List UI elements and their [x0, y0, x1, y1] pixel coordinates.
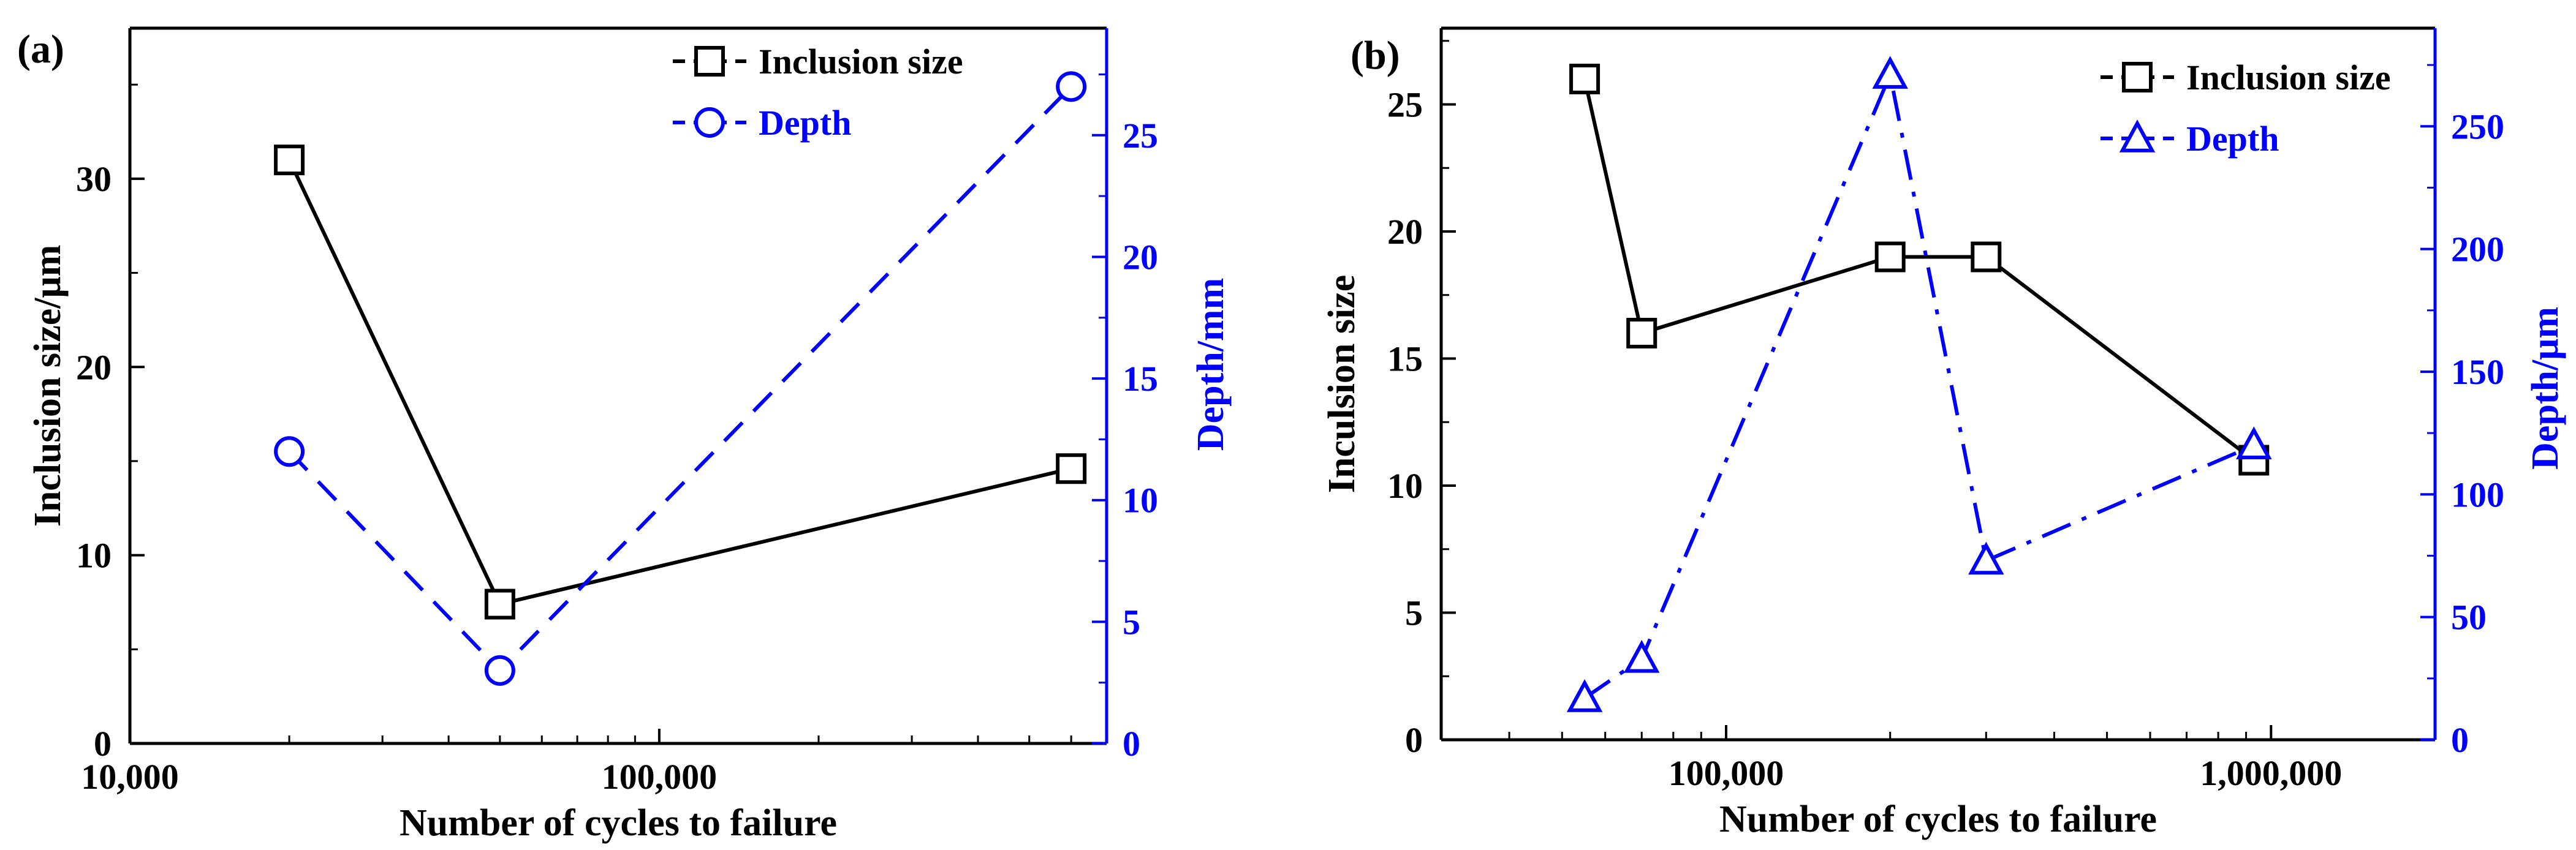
chart-panel-a: (a) 10,000 100,000 0 10 20 30 0 5 10 15 20 25 Number …	[17, 26, 1232, 844]
y-left-axis-title: Inclusion size/μm	[27, 245, 69, 527]
data-point-square	[1626, 318, 1657, 348]
y-left-axis-title: Inculsion size	[1321, 275, 1363, 494]
legend-marker-triangle	[2119, 119, 2156, 152]
y-right-axis-title: Depth/mm	[1190, 278, 1232, 451]
series-line-square	[1583, 78, 2256, 462]
y-right-tick-label: 5	[1123, 602, 1140, 642]
series-line-triangle	[1583, 68, 2255, 700]
y-right-tick-label: 50	[2451, 598, 2487, 638]
data-point-square	[1971, 241, 2002, 273]
y-left-tick-label: 30	[76, 159, 112, 199]
series-line-circle	[287, 85, 1073, 674]
y-left-tick-label: 10	[1387, 466, 1423, 506]
y-right-tick-label: 100	[2451, 475, 2504, 514]
data-point-square	[1056, 453, 1087, 484]
legend-marker-square	[2122, 62, 2153, 92]
y-right-tick-label: 200	[2451, 230, 2504, 269]
y-left-tick-label: 0	[1405, 720, 1423, 760]
y-right-tick-label: 15	[1123, 359, 1158, 399]
y-left-tick-label: 10	[76, 536, 112, 576]
data-point-triangle	[1968, 541, 2004, 575]
data-point-circle	[1056, 71, 1087, 102]
y-right-tick-label: 250	[2451, 107, 2504, 146]
legend-marker-circle	[694, 107, 725, 138]
y-right-tick-label: 150	[2451, 352, 2504, 392]
data-point-square	[1874, 241, 1906, 273]
y-right-tick-label: 25	[1123, 116, 1158, 156]
y-right-tick-label: 0	[2451, 720, 2469, 760]
data-point-triangle	[1623, 639, 1660, 673]
y-left-tick-label: 20	[76, 347, 112, 387]
y-left-tick-label: 25	[1387, 85, 1423, 125]
y-right-tick-label: 10	[1123, 481, 1158, 521]
legend-marker-square	[694, 46, 725, 77]
panel-label: (a)	[17, 27, 64, 72]
x-tick-label: 1,000,000	[2200, 753, 2342, 793]
data-point-circle	[274, 436, 305, 467]
series-line-square	[287, 159, 1072, 606]
y-left-tick-label: 0	[94, 724, 112, 764]
y-right-tick-label: 0	[1123, 724, 1140, 764]
y-left-tick-label: 5	[1405, 593, 1423, 633]
legend-label: Inclusion size	[759, 42, 963, 81]
y-left-tick-label: 20	[1387, 212, 1423, 252]
x-axis-title: Number of cycles to failure	[1719, 799, 2157, 840]
y-right-axis-title: Depth/μm	[2525, 307, 2566, 470]
legend-label: Inclusion size	[2186, 58, 2391, 97]
data-point-square	[274, 145, 305, 176]
data-point-square	[484, 589, 515, 620]
data-point-square	[1569, 64, 1601, 94]
chart-panel-b: (b)100,000 1,000,000051015202505010015020…	[1321, 26, 2566, 840]
data-point-triangle	[1872, 56, 1908, 89]
y-left-tick-label: 15	[1387, 339, 1423, 379]
x-tick-label: 100,000	[602, 757, 718, 797]
data-point-triangle	[1566, 679, 1603, 712]
x-tick-label: 10,000	[81, 757, 179, 797]
x-axis-title: Number of cycles to failure	[400, 802, 837, 844]
legend-label: Depth	[759, 103, 851, 143]
legend-label: Depth	[2186, 119, 2279, 159]
panel-label: (b)	[1351, 33, 1400, 78]
data-point-triangle	[2236, 426, 2272, 459]
y-right-tick-label: 20	[1123, 237, 1158, 277]
x-tick-label: 100,000	[1669, 753, 1784, 793]
data-point-circle	[484, 655, 515, 686]
